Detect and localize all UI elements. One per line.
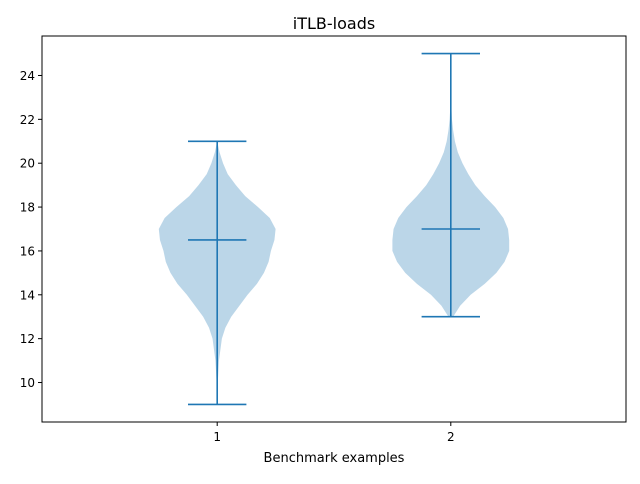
x-tick-label: 2	[447, 430, 455, 444]
y-tick-label: 18	[20, 201, 35, 215]
y-tick-label: 10	[20, 376, 35, 390]
y-axis-ticks: 10 12 14 16 18 20 22 24	[20, 69, 42, 390]
chart-title: iTLB-loads	[293, 14, 375, 33]
violin-stat-lines	[188, 52, 480, 406]
x-axis-label: Benchmark examples	[264, 451, 405, 466]
y-tick-label: 14	[20, 288, 35, 302]
y-tick-label: 16	[20, 244, 35, 258]
y-tick-label: 24	[20, 69, 35, 83]
y-tick-label: 20	[20, 157, 35, 171]
x-tick-label: 1	[213, 430, 221, 444]
y-tick-label: 22	[20, 113, 35, 127]
y-tick-label: 12	[20, 332, 35, 346]
axes-frame	[41, 35, 627, 423]
